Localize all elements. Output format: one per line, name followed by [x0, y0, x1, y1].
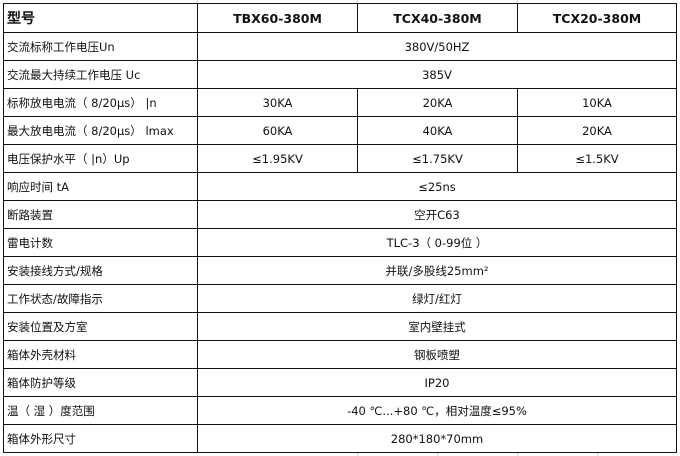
- row-value: 385V: [197, 60, 677, 89]
- table-row: 标称放电电流（ 8/20μs） |n 30KA 20KA 10KA: [3, 88, 677, 117]
- row-label: 箱体防护等级: [3, 368, 198, 397]
- header-label: 型号: [3, 3, 198, 33]
- row-label: 交流最大持续工作电压 Uc: [3, 60, 198, 89]
- row-value: 60KA: [197, 116, 358, 145]
- row-value: 10KA: [517, 88, 677, 117]
- table-row: 雷电计数 TLC-3（ 0-99位 ）: [3, 228, 677, 257]
- model-name: TCX20-380M: [517, 3, 677, 33]
- row-label: 最大放电电流（ 8/20μs） lmax: [3, 116, 198, 145]
- table-row: 箱体防护等级 IP20: [3, 368, 677, 397]
- grid-line: [357, 0, 358, 3]
- grid-line: [597, 453, 598, 456]
- row-value: 30KA: [197, 88, 358, 117]
- row-label: 电压保护水平（ |n）Up: [3, 144, 198, 173]
- row-value: ≤25ns: [197, 172, 677, 201]
- row-label: 工作状态/故障指示: [3, 284, 198, 313]
- table-row: 交流标称工作电压Un 380V/50HZ: [3, 32, 677, 61]
- grid-line: [197, 0, 198, 3]
- row-label: 断路装置: [3, 200, 198, 229]
- row-value: 室内壁挂式: [197, 312, 677, 341]
- table-row: 箱体外形尺寸 280*180*70mm: [3, 424, 677, 453]
- row-value: TLC-3（ 0-99位 ）: [197, 228, 677, 257]
- row-value: 钢板喷塑: [197, 340, 677, 369]
- row-value: 20KA: [517, 116, 677, 145]
- table-row: 断路装置 空开C63: [3, 200, 677, 229]
- table-row: 温（ 湿 ）度范围 -40 ℃...+80 ℃，相对温度≤95%: [3, 396, 677, 425]
- grid-line: [517, 0, 518, 3]
- row-label: 安装接线方式/规格: [3, 256, 198, 285]
- model-name: TBX60-380M: [197, 3, 358, 33]
- row-value: 40KA: [357, 116, 518, 145]
- table-row: 箱体外壳材料 钢板喷塑: [3, 340, 677, 369]
- row-value: IP20: [197, 368, 677, 397]
- row-label: 响应时间 tA: [3, 172, 198, 201]
- row-label: 雷电计数: [3, 228, 198, 257]
- header-row: 型号 TBX60-380M TCX40-380M TCX20-380M: [3, 3, 677, 33]
- spec-table: 型号 TBX60-380M TCX40-380M TCX20-380M 交流标称…: [3, 3, 677, 453]
- row-label: 安装位置及方室: [3, 312, 198, 341]
- row-label: 温（ 湿 ）度范围: [3, 396, 198, 425]
- table-row: 安装接线方式/规格 并联/多股线25mm²: [3, 256, 677, 285]
- table-row: 最大放电电流（ 8/20μs） lmax 60KA 40KA 20KA: [3, 116, 677, 145]
- row-value: ≤1.95KV: [197, 144, 358, 173]
- row-value: 280*180*70mm: [197, 424, 677, 453]
- row-value: 并联/多股线25mm²: [197, 256, 677, 285]
- table-row: 电压保护水平（ |n）Up ≤1.95KV ≤1.75KV ≤1.5KV: [3, 144, 677, 173]
- table-row: 交流最大持续工作电压 Uc 385V: [3, 60, 677, 89]
- grid-line: [437, 453, 438, 456]
- row-label: 箱体外形尺寸: [3, 424, 198, 453]
- row-label: 箱体外壳材料: [3, 340, 198, 369]
- row-value: 20KA: [357, 88, 518, 117]
- table-row: 响应时间 tA ≤25ns: [3, 172, 677, 201]
- row-value: ≤1.5KV: [517, 144, 677, 173]
- row-value: ≤1.75KV: [357, 144, 518, 173]
- table-row: 安装位置及方室 室内壁挂式: [3, 312, 677, 341]
- row-label: 标称放电电流（ 8/20μs） |n: [3, 88, 198, 117]
- row-value: 空开C63: [197, 200, 677, 229]
- model-name: TCX40-380M: [357, 3, 518, 33]
- row-value: 380V/50HZ: [197, 32, 677, 61]
- grid-line: [517, 453, 518, 456]
- row-value: -40 ℃...+80 ℃，相对温度≤95%: [197, 396, 677, 425]
- table-row: 工作状态/故障指示 绿灯/红灯: [3, 284, 677, 313]
- grid-line: [357, 453, 358, 456]
- row-value: 绿灯/红灯: [197, 284, 677, 313]
- row-label: 交流标称工作电压Un: [3, 32, 198, 61]
